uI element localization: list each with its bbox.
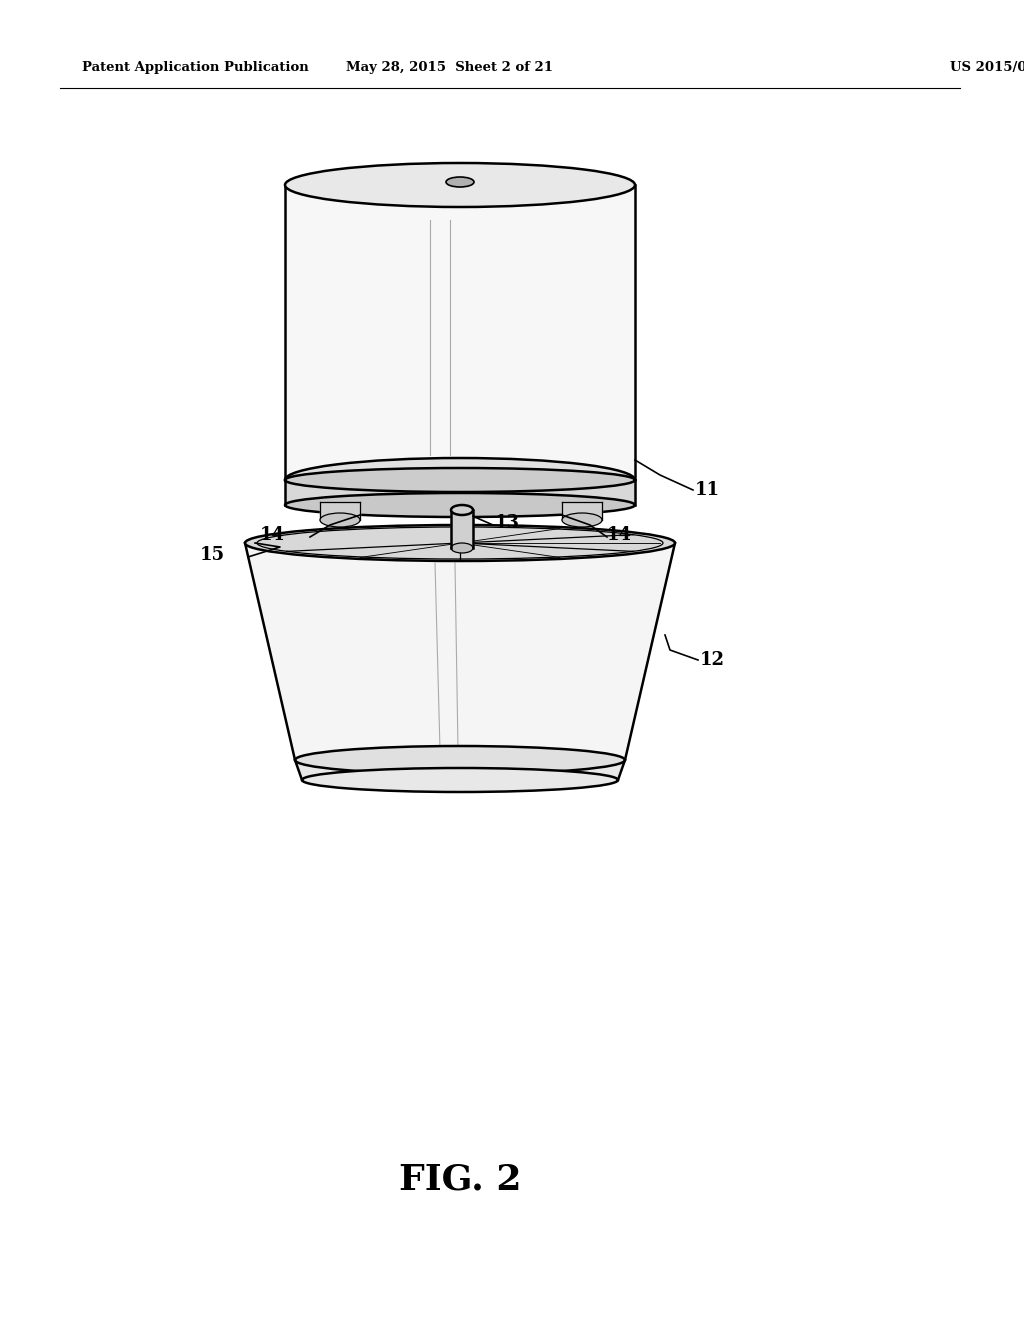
Polygon shape	[295, 760, 625, 780]
Polygon shape	[451, 510, 473, 548]
Ellipse shape	[295, 746, 625, 774]
Polygon shape	[285, 480, 635, 506]
Text: 14: 14	[260, 525, 285, 544]
Ellipse shape	[302, 768, 618, 792]
Text: 11: 11	[695, 480, 720, 499]
Ellipse shape	[285, 492, 635, 517]
Ellipse shape	[285, 458, 635, 502]
Text: 14: 14	[607, 525, 632, 544]
Ellipse shape	[285, 469, 635, 492]
Text: May 28, 2015  Sheet 2 of 21: May 28, 2015 Sheet 2 of 21	[346, 62, 554, 74]
Text: FIG. 2: FIG. 2	[398, 1163, 521, 1197]
Text: Patent Application Publication: Patent Application Publication	[82, 62, 309, 74]
Ellipse shape	[285, 162, 635, 207]
Text: US 2015/0144542 A1: US 2015/0144542 A1	[950, 62, 1024, 74]
Text: 15: 15	[200, 546, 225, 564]
Ellipse shape	[319, 513, 360, 527]
Polygon shape	[245, 543, 675, 760]
Ellipse shape	[245, 525, 675, 561]
Ellipse shape	[451, 506, 473, 515]
Polygon shape	[562, 502, 602, 520]
Text: 12: 12	[700, 651, 725, 669]
Ellipse shape	[451, 543, 473, 553]
Text: 13: 13	[495, 513, 520, 532]
Ellipse shape	[446, 177, 474, 187]
Polygon shape	[319, 502, 360, 520]
Ellipse shape	[562, 513, 602, 527]
Polygon shape	[285, 185, 635, 480]
